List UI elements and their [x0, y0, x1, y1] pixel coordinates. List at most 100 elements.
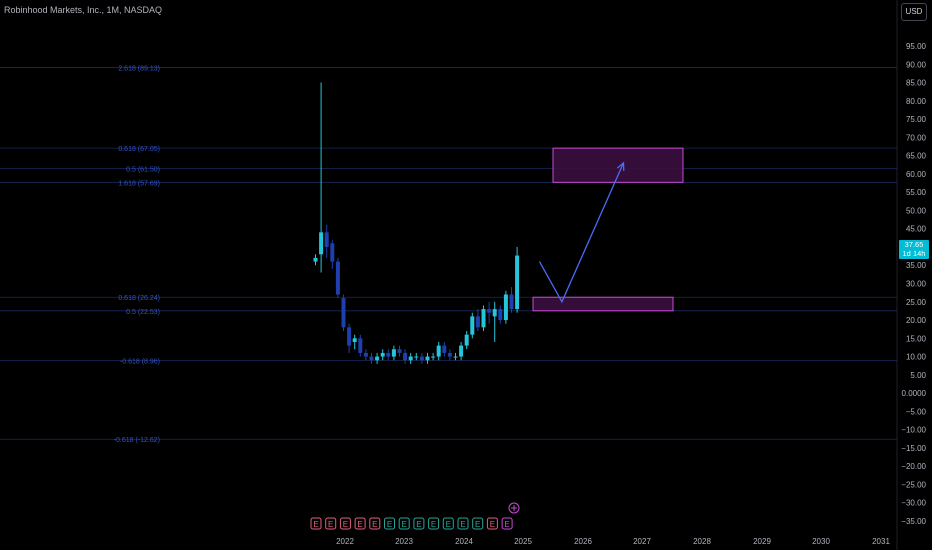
earnings-marker [428, 517, 440, 530]
price-tick-label: −5.00 [906, 407, 927, 416]
candle-body [503, 294, 508, 321]
fib-level-label: 2.618 (89.13) [118, 65, 160, 72]
candle-body [475, 316, 480, 328]
earnings-marker [325, 517, 337, 530]
earnings-marker-label: E [372, 520, 377, 529]
projection-arrow[interactable] [538, 161, 625, 304]
last-price: 37.65 [904, 240, 924, 249]
time-tick-label: 2030 [812, 537, 830, 546]
target-zone [532, 296, 674, 312]
fib-level-label: 0.618 (67.05) [118, 146, 160, 153]
price-axis[interactable]: 95.00 90.00 85.00 80.00 75.00 70.00 65.00 60.00… [901, 42, 926, 526]
time-tick-label: 2025 [514, 537, 532, 546]
price-tick-label: 80.00 [906, 97, 927, 106]
price-tick-label: −25.00 [901, 480, 926, 489]
earnings-marker [369, 517, 381, 530]
earnings-marker [339, 517, 351, 530]
earnings-marker [310, 517, 322, 530]
time-tick-label: 2023 [395, 537, 413, 546]
candle-body [453, 356, 458, 358]
price-tick-label: 75.00 [906, 115, 927, 124]
candle-body [464, 334, 469, 346]
projection-arrow-line [538, 162, 625, 304]
price-tick-label: −15.00 [901, 444, 926, 453]
candle-body [380, 352, 385, 357]
candle-body [324, 232, 329, 247]
earnings-marker-label: E [431, 520, 436, 529]
earnings-marker [442, 517, 454, 530]
time-tick-label: 2022 [336, 537, 354, 546]
projection-arrow-head [616, 161, 625, 171]
fib-level-label: -0.618 (-12.62) [114, 437, 160, 444]
earnings-marker-label: E [387, 520, 392, 529]
earnings-marker [457, 517, 469, 530]
earnings-marker-label: E [328, 520, 333, 529]
target-zone [552, 147, 684, 183]
price-tick-label: 35.00 [906, 261, 927, 270]
earnings-marker-label: E [460, 520, 465, 529]
earnings-marker [398, 517, 410, 530]
time-tick-label: 2024 [455, 537, 473, 546]
candle-body [459, 345, 464, 357]
price-tick-label: 25.00 [906, 298, 927, 307]
fibonacci-levels: 2.618 (89.13) 0.618 (67.05) 0.5 (61.50) 1.6… [0, 65, 897, 444]
candle-body [447, 352, 452, 357]
price-tick-label: 90.00 [906, 60, 927, 69]
candle-body [515, 255, 520, 310]
currency-button[interactable]: USD [901, 3, 927, 21]
candle-body [408, 356, 413, 361]
candle-body [352, 338, 357, 342]
candle-body [341, 298, 346, 328]
bar-countdown: 1d 14h [902, 249, 926, 258]
price-tick-label: 20.00 [906, 316, 927, 325]
candle-body [498, 309, 503, 321]
candles [313, 82, 520, 364]
price-tick-label: 70.00 [906, 133, 927, 142]
time-tick-label: 2028 [693, 537, 711, 546]
earnings-marker [472, 517, 484, 530]
candle-body [414, 356, 419, 358]
candle-body [492, 309, 497, 317]
candle-body [358, 338, 363, 353]
candle-body [509, 294, 514, 310]
symbol-title: Robinhood Markets, Inc., 1M, NASDAQ [4, 5, 163, 15]
candle-body [487, 309, 492, 313]
price-tick-label: −35.00 [901, 517, 926, 526]
earnings-marker [354, 517, 366, 530]
candle-body [347, 327, 352, 346]
candle-body [313, 257, 318, 262]
earnings-marker-label: E [343, 520, 348, 529]
price-tick-label: −30.00 [901, 499, 926, 508]
candle-body [397, 349, 402, 353]
target-zones[interactable] [532, 147, 684, 312]
earnings-marker [413, 517, 425, 530]
time-tick-label: 2031 [872, 537, 890, 546]
earnings-marker-label: E [490, 520, 495, 529]
earnings-marker-label: E [475, 520, 480, 529]
candle-body [335, 261, 340, 295]
earnings-marker-label: E [504, 520, 509, 529]
price-tick-label: 85.00 [906, 79, 927, 88]
earnings-marker-label: E [313, 520, 318, 529]
candle-body [375, 356, 380, 361]
price-tick-label: 65.00 [906, 152, 927, 161]
time-axis[interactable]: 2022 2023 2024 2025 2026 2027 2028 2029 2030 2031 [336, 537, 890, 546]
candle-body [363, 352, 368, 357]
earnings-marker-label: E [446, 520, 451, 529]
time-tick-label: 2029 [753, 537, 771, 546]
candle-body [330, 243, 335, 262]
fib-level-label: 1.618 (57.69) [118, 180, 160, 187]
candle-body [436, 345, 441, 357]
earnings-marker [501, 517, 513, 530]
time-tick-label: 2027 [633, 537, 651, 546]
price-tick-label: 0.0000 [902, 389, 927, 398]
earnings-marker-label: E [402, 520, 407, 529]
earnings-marker-label: E [357, 520, 362, 529]
price-tick-label: −10.00 [901, 426, 926, 435]
price-tick-label: 30.00 [906, 280, 927, 289]
price-tick-label: −20.00 [901, 462, 926, 471]
price-tick-label: 50.00 [906, 206, 927, 215]
price-tick-label: 5.00 [910, 371, 926, 380]
